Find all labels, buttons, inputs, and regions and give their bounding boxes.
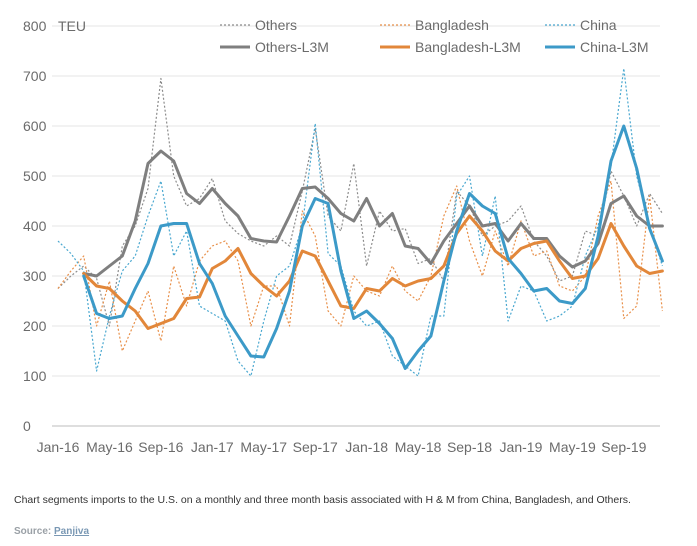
- chart-caption: Chart segments imports to the U.S. on a …: [14, 494, 631, 506]
- x-tick-label-jan-19: Jan-19: [500, 439, 543, 455]
- x-tick-label-may-18: May-18: [395, 439, 442, 455]
- legend-label-bangladesh-l3m: Bangladesh-L3M: [415, 39, 521, 55]
- y-tick-label-0: 0: [23, 418, 31, 434]
- series-lines: [57, 67, 664, 377]
- x-tick-label-sep-18: Sep-18: [447, 439, 492, 455]
- series-line-china-l3m: [82, 124, 664, 370]
- x-tick-label-jan-18: Jan-18: [345, 439, 388, 455]
- series-line-bangladesh-l3m: [82, 214, 664, 330]
- series-line-others: [57, 77, 663, 327]
- y-axis-unit-label: TEU: [58, 18, 86, 34]
- legend-label-others: Others: [255, 17, 297, 33]
- x-tick-label-jan-17: Jan-17: [191, 439, 234, 455]
- y-tick-label-800: 800: [23, 18, 47, 34]
- legend: Others Bangladesh China Others-L3M Banglades…: [220, 17, 648, 55]
- x-tick-label-may-19: May-19: [549, 439, 596, 455]
- y-axis: 0 100 200 300 400 500 600 700 800 TEU: [23, 18, 86, 434]
- legend-label-bangladesh: Bangladesh: [415, 17, 489, 33]
- series-line-china: [57, 67, 663, 377]
- source-line: Source: Panjiva: [14, 526, 89, 537]
- y-tick-label-500: 500: [23, 168, 47, 184]
- source-link[interactable]: Panjiva: [54, 526, 90, 537]
- gridlines: [52, 25, 660, 427]
- x-tick-label-may-16: May-16: [86, 439, 133, 455]
- x-tick-label-may-17: May-17: [240, 439, 287, 455]
- y-tick-label-400: 400: [23, 218, 47, 234]
- y-tick-label-700: 700: [23, 68, 47, 84]
- x-tick-label-sep-17: Sep-17: [293, 439, 338, 455]
- x-axis: Jan-16 May-16 Sep-16 Jan-17 May-17 Sep-17 Jan-…: [37, 439, 647, 455]
- series-line-bangladesh: [57, 180, 663, 352]
- y-tick-label-300: 300: [23, 268, 47, 284]
- legend-label-china-l3m: China-L3M: [580, 39, 648, 55]
- x-tick-label-sep-16: Sep-16: [138, 439, 183, 455]
- legend-label-china: China: [580, 17, 617, 33]
- x-tick-label-jan-16: Jan-16: [37, 439, 80, 455]
- source-label: Source:: [14, 526, 52, 537]
- y-tick-label-600: 600: [23, 118, 47, 134]
- y-tick-label-200: 200: [23, 318, 47, 334]
- series-line-others-l3m: [82, 149, 664, 278]
- legend-label-others-l3m: Others-L3M: [255, 39, 329, 55]
- y-tick-label-100: 100: [23, 368, 47, 384]
- line-chart: 0 100 200 300 400 500 600 700 800 TEU Jan-16 May-1…: [23, 17, 664, 455]
- x-tick-label-sep-19: Sep-19: [601, 439, 646, 455]
